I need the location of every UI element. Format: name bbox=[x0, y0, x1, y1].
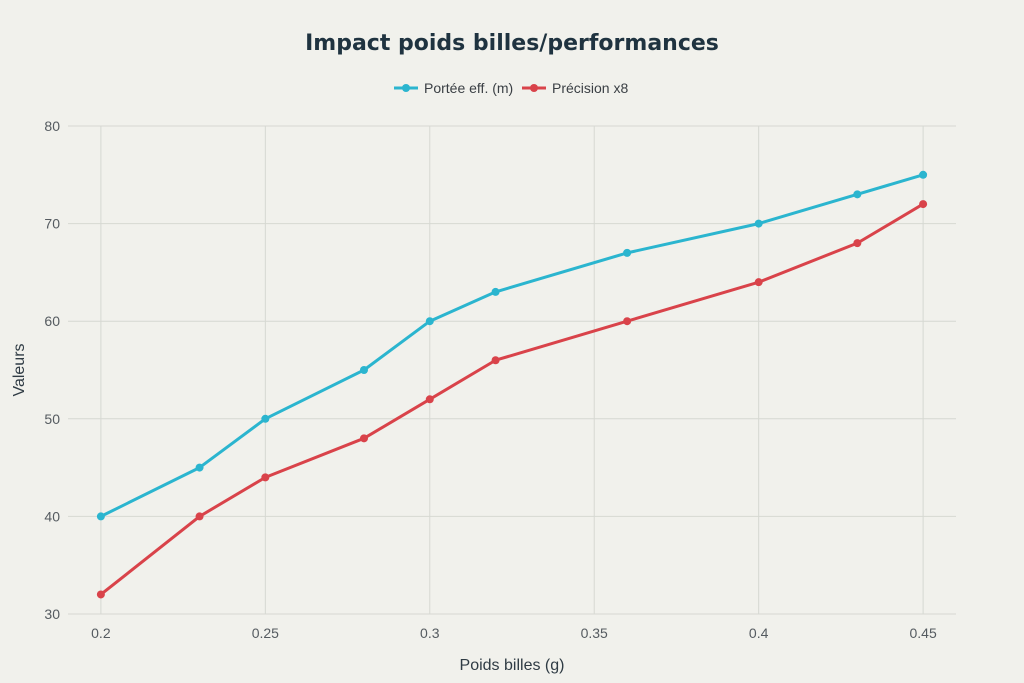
data-point-portee[interactable] bbox=[195, 463, 204, 472]
data-point-portee[interactable] bbox=[360, 366, 368, 374]
x-tick-label: 0.2 bbox=[91, 625, 111, 641]
data-point-portee[interactable] bbox=[919, 170, 928, 179]
series-portee bbox=[96, 170, 928, 521]
legend-item-precision[interactable]: Précision x8 bbox=[522, 80, 628, 96]
legend: Portée eff. (m) Précision x8 bbox=[394, 80, 628, 96]
data-point-precision[interactable] bbox=[491, 356, 500, 365]
y-tick-label: 50 bbox=[44, 411, 60, 427]
series-precision bbox=[96, 200, 928, 599]
chart-title: Impact poids billes/performances bbox=[305, 31, 719, 56]
legend-item-portee[interactable]: Portée eff. (m) bbox=[394, 80, 513, 96]
x-tick-label: 0.4 bbox=[749, 625, 769, 641]
x-tick-label: 0.45 bbox=[909, 625, 936, 641]
y-tick-label: 40 bbox=[44, 508, 60, 524]
x-tick-label: 0.35 bbox=[581, 625, 608, 641]
data-point-portee[interactable] bbox=[853, 190, 862, 199]
data-point-precision[interactable] bbox=[425, 395, 434, 404]
legend-marker-precision bbox=[530, 84, 538, 92]
data-point-portee[interactable] bbox=[96, 512, 105, 521]
y-axis-ticks: 30 40 50 60 70 80 bbox=[44, 118, 60, 622]
x-tick-label: 0.3 bbox=[420, 625, 440, 641]
data-point-precision[interactable] bbox=[754, 278, 763, 287]
data-point-precision[interactable] bbox=[195, 512, 204, 521]
data-point-precision[interactable] bbox=[96, 590, 105, 599]
gridlines bbox=[68, 125, 956, 615]
data-point-portee[interactable] bbox=[425, 317, 434, 326]
data-point-precision[interactable] bbox=[853, 239, 862, 248]
data-point-precision[interactable] bbox=[360, 434, 368, 443]
y-axis-title: Valeurs bbox=[11, 343, 28, 396]
legend-label-portee: Portée eff. (m) bbox=[424, 80, 513, 96]
y-tick-label: 80 bbox=[44, 118, 60, 134]
series-line-precision bbox=[99, 202, 924, 596]
legend-marker-portee bbox=[402, 84, 410, 92]
x-tick-label: 0.25 bbox=[252, 625, 279, 641]
data-series bbox=[96, 170, 928, 599]
y-tick-label: 60 bbox=[44, 313, 60, 329]
series-line-portee bbox=[100, 173, 924, 518]
data-point-portee[interactable] bbox=[261, 414, 270, 423]
y-tick-label: 70 bbox=[44, 216, 60, 232]
data-point-portee[interactable] bbox=[623, 248, 632, 257]
data-point-precision[interactable] bbox=[919, 200, 928, 209]
x-axis-title: Poids billes (g) bbox=[460, 657, 565, 674]
x-axis-ticks: 0.2 0.25 0.3 0.35 0.4 0.45 bbox=[91, 625, 937, 641]
data-point-portee[interactable] bbox=[491, 287, 500, 296]
legend-label-precision: Précision x8 bbox=[552, 80, 628, 96]
data-point-precision[interactable] bbox=[623, 317, 632, 326]
y-tick-label: 30 bbox=[44, 606, 60, 622]
data-point-portee[interactable] bbox=[754, 219, 763, 228]
data-point-precision[interactable] bbox=[261, 473, 270, 482]
